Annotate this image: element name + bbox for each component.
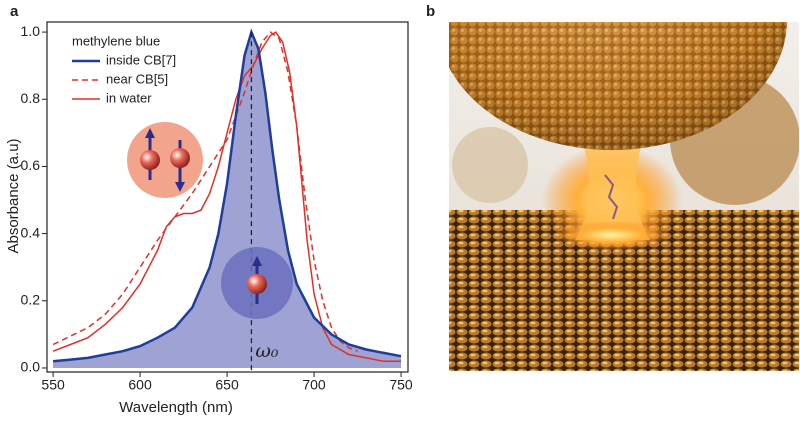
x-tick-label: 600: [128, 377, 152, 393]
y-tick-label: 0.0: [21, 359, 41, 375]
dimer-icon: [127, 122, 203, 198]
panel-label: b: [426, 3, 435, 20]
legend-label: inside CB[7]: [106, 52, 176, 67]
monomer-icon: [221, 247, 293, 319]
legend-label: near CB[5]: [106, 71, 168, 86]
y-tick-label: 0.4: [21, 224, 41, 240]
area: [53, 32, 402, 368]
legend-title: methylene blue: [72, 33, 160, 48]
annotation: ω₀: [255, 340, 278, 362]
panel-label: a: [10, 3, 19, 20]
y-tick-label: 0.6: [21, 157, 41, 173]
nanoparticle-illustration: [449, 22, 799, 371]
x-tick-label: 550: [41, 377, 65, 393]
line: [52, 31, 401, 363]
y-axis-label: Absorbance (a.u): [5, 138, 22, 253]
x-tick-label: 650: [215, 377, 239, 393]
legend-label: in water: [106, 90, 152, 105]
x-tick-label: 700: [302, 377, 326, 393]
line: [52, 31, 358, 352]
y-tick-label: 0.8: [21, 90, 41, 106]
y-tick-label: 1.0: [21, 23, 41, 39]
line: [52, 28, 402, 363]
x-axis-label: Wavelength (nm): [119, 399, 233, 416]
x-tick-label: 750: [389, 377, 413, 393]
y-tick-label: 0.2: [21, 291, 41, 307]
